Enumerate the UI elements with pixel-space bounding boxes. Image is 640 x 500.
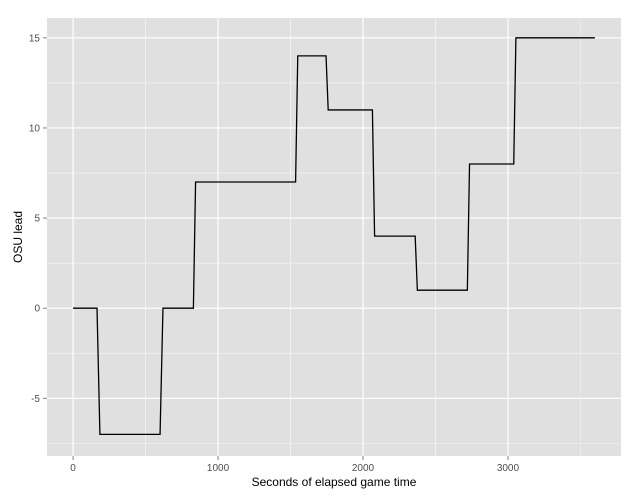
major-gridlines bbox=[47, 18, 621, 456]
ticks-layer: 0 1000 2000 3000 -5 0 5 10 15 bbox=[29, 33, 520, 474]
y-tick-label: 0 bbox=[34, 304, 40, 315]
series-layer bbox=[73, 37, 595, 436]
x-tick-label: 0 bbox=[70, 463, 76, 474]
y-tick-label: -5 bbox=[31, 394, 40, 405]
osu-lead-line bbox=[73, 37, 595, 436]
y-tick-label: 5 bbox=[34, 214, 40, 225]
minor-gridlines bbox=[47, 18, 621, 456]
x-tick-label: 1000 bbox=[207, 463, 230, 474]
y-tick-label: 10 bbox=[29, 123, 41, 134]
x-axis-title: Seconds of elapsed game time bbox=[252, 475, 417, 489]
y-tick-label: 15 bbox=[29, 33, 41, 44]
x-tick-label: 3000 bbox=[497, 463, 520, 474]
plot-background bbox=[47, 18, 621, 456]
x-tick-label: 2000 bbox=[352, 463, 375, 474]
y-axis-title: OSU lead bbox=[11, 211, 25, 263]
